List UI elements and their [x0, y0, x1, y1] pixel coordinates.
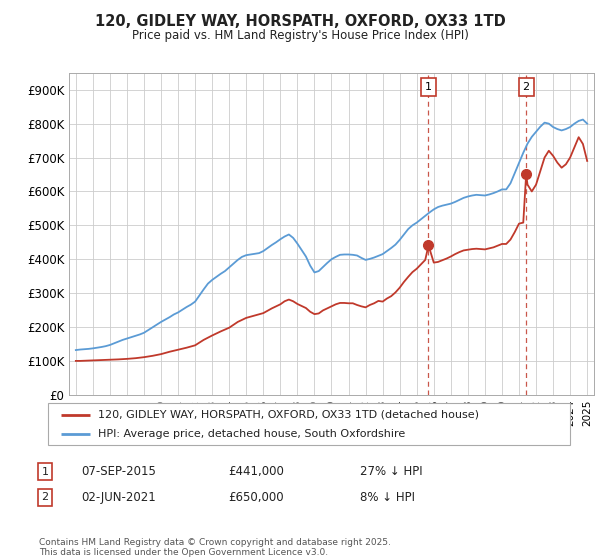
Text: 1: 1: [425, 82, 432, 92]
Text: 8% ↓ HPI: 8% ↓ HPI: [360, 491, 415, 504]
Text: 2: 2: [523, 82, 530, 92]
Text: 07-SEP-2015: 07-SEP-2015: [81, 465, 156, 478]
Text: 2: 2: [41, 492, 49, 502]
Text: 120, GIDLEY WAY, HORSPATH, OXFORD, OX33 1TD (detached house): 120, GIDLEY WAY, HORSPATH, OXFORD, OX33 …: [98, 409, 479, 419]
Text: 27% ↓ HPI: 27% ↓ HPI: [360, 465, 422, 478]
Text: Contains HM Land Registry data © Crown copyright and database right 2025.
This d: Contains HM Land Registry data © Crown c…: [39, 538, 391, 557]
Text: 1: 1: [41, 466, 49, 477]
Text: HPI: Average price, detached house, South Oxfordshire: HPI: Average price, detached house, Sout…: [98, 429, 405, 439]
Text: 120, GIDLEY WAY, HORSPATH, OXFORD, OX33 1TD: 120, GIDLEY WAY, HORSPATH, OXFORD, OX33 …: [95, 14, 505, 29]
Text: 02-JUN-2021: 02-JUN-2021: [81, 491, 156, 504]
Text: Price paid vs. HM Land Registry's House Price Index (HPI): Price paid vs. HM Land Registry's House …: [131, 29, 469, 42]
Text: £441,000: £441,000: [228, 465, 284, 478]
Text: £650,000: £650,000: [228, 491, 284, 504]
